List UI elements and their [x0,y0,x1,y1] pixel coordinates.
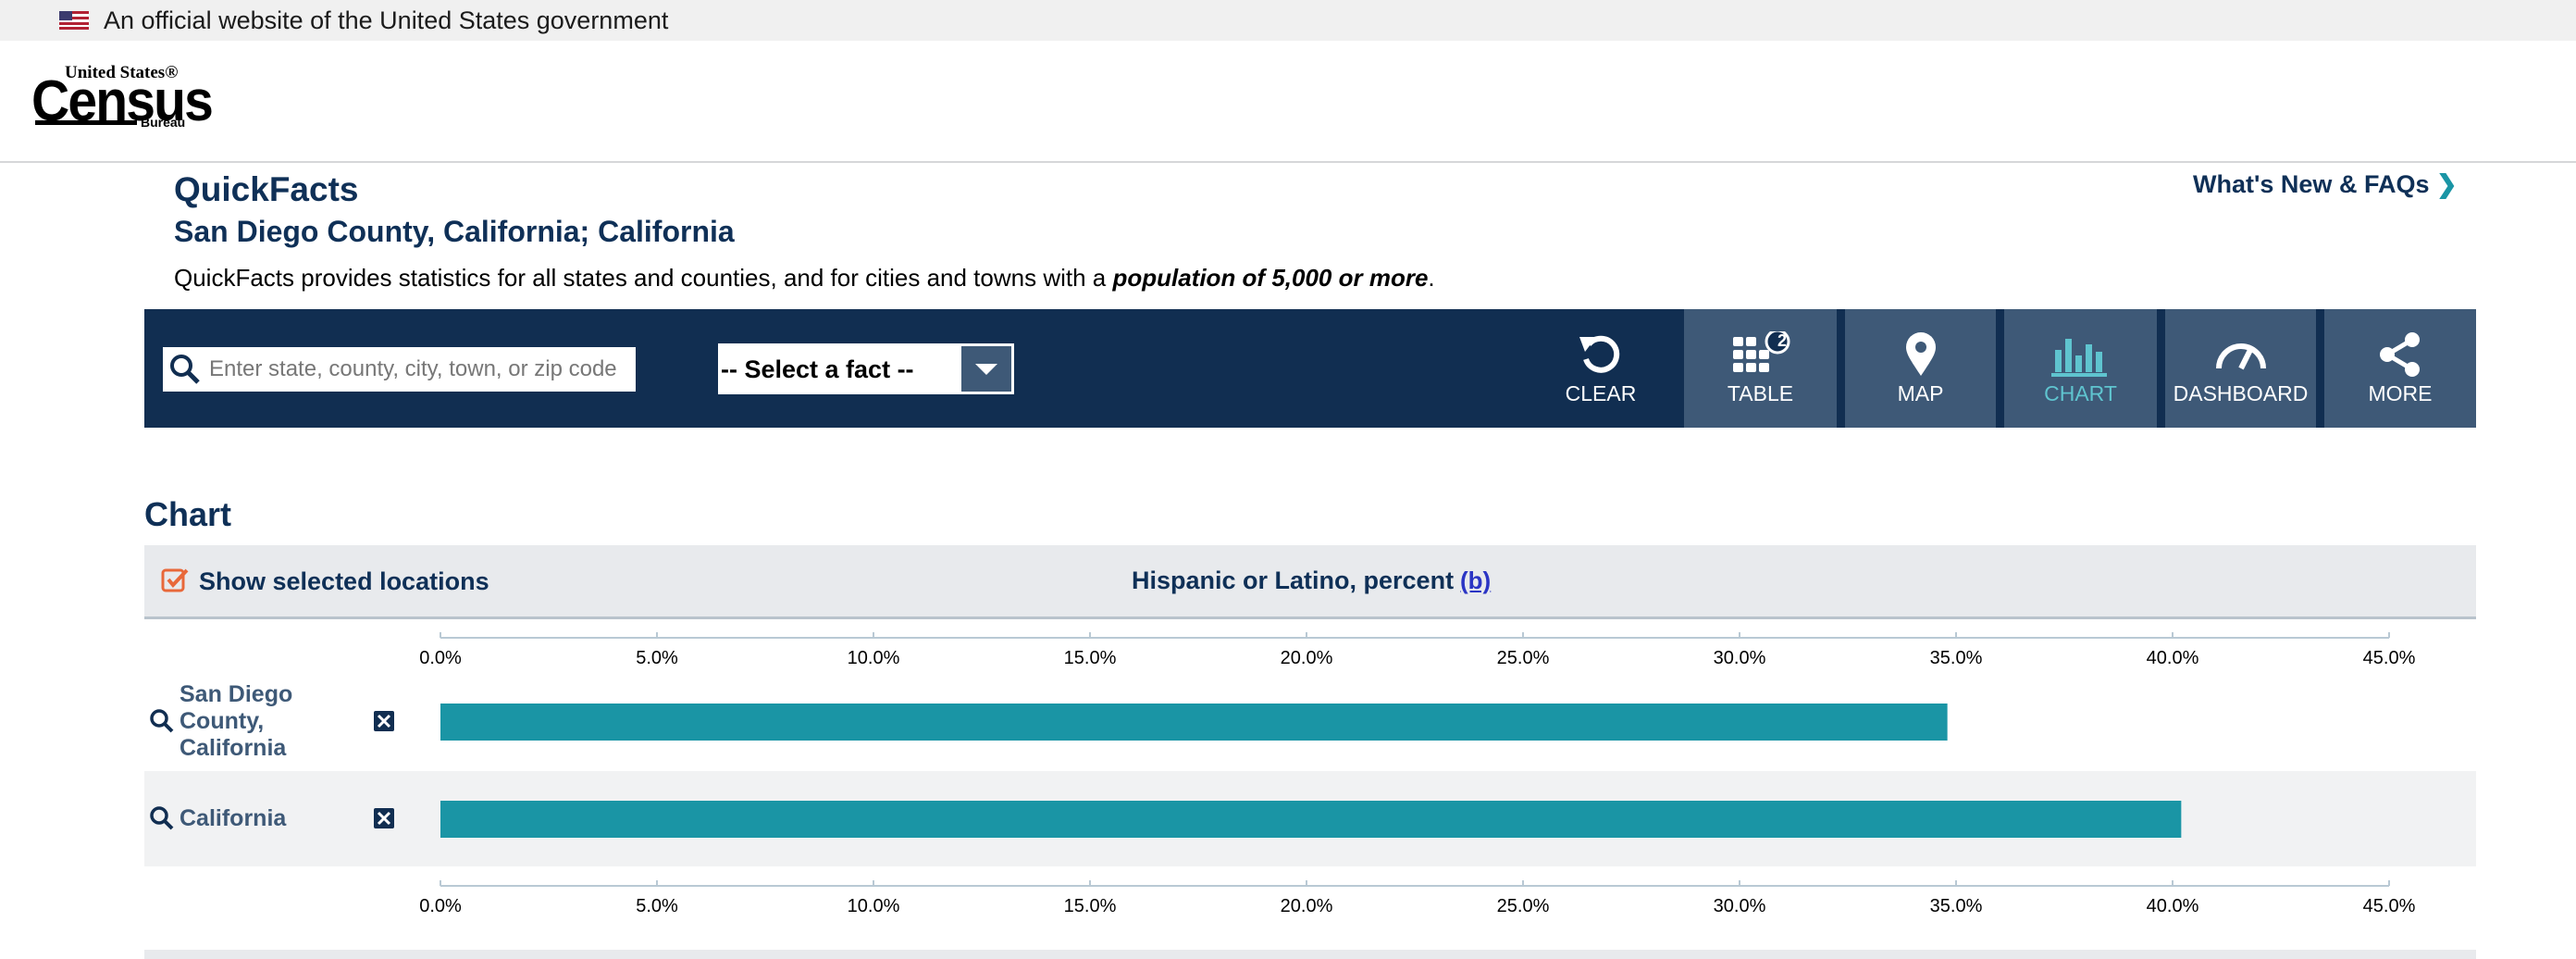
clear-icon [1579,335,1620,373]
x-tick-label: 30.0% [1714,648,1766,668]
description-bold: population of 5,000 or more [1112,264,1429,292]
chart-icon [2050,339,2107,377]
fact-select[interactable]: -- Select a fact -- [718,343,1014,394]
map-label: MAP [1897,381,1944,405]
x-tick-label: 35.0% [1930,896,1983,916]
zoom-icon [150,806,168,825]
description-text: QuickFacts provides statistics for all s… [174,264,1113,292]
search-placeholder: Enter state, county, city, town, or zip … [209,356,617,381]
zoom-icon [150,709,168,728]
x-tick-label: 45.0% [2363,896,2416,916]
remove-x [377,811,391,826]
logo-top: United States® [65,63,179,82]
x-tick-label: 0.0% [419,648,462,668]
zoom-handle [163,722,174,733]
search-icon [170,355,200,384]
table-icon [1732,331,1790,372]
map-icon [1905,332,1936,376]
dashboard-button[interactable]: DASHBOARD [2165,309,2316,428]
header-divider [0,161,2576,163]
logo-bottom: Bureau [141,115,186,130]
chart-header-bar [144,545,2476,619]
checkbox-icon[interactable] [161,567,191,594]
x-tick-label: 25.0% [1497,648,1550,668]
chart: 0.0% 5.0% 10.0% 15.0% 20.0% 25.0% 30.0% 35.0% 40… [150,632,2416,916]
table-label: TABLE [1727,381,1794,405]
x-tick-label: 5.0% [636,896,678,916]
logo-underline [35,120,137,125]
share-icon [2380,332,2420,377]
x-tick-label: 40.0% [2147,648,2199,668]
chart-label: CHART [2044,381,2117,405]
x-tick-label: 25.0% [1497,896,1550,916]
toggle-label[interactable]: Show selected locations [199,567,489,595]
x-tick-label: 0.0% [419,896,462,916]
zoom-handle [163,819,174,830]
x-tick-label: 20.0% [1281,648,1333,668]
select-text: -- Select a fact -- [721,355,914,383]
x-tick-label: 10.0% [848,648,900,668]
bar [440,704,1948,741]
x-tick-label: 35.0% [1930,648,1983,668]
more-label: MORE [2368,381,2433,405]
x-tick-label: 10.0% [848,896,900,916]
x-tick-label: 15.0% [1064,896,1117,916]
arrow-icon [975,364,997,375]
x-tick-label: 30.0% [1714,896,1766,916]
description-end: . [1428,264,1435,292]
gov-banner [0,0,2576,41]
row-label: San Diego County, California [180,680,293,761]
row-icons [150,806,394,830]
row-icons [150,709,394,733]
description: QuickFacts provides statistics for all s… [174,264,1435,293]
bar [440,801,2182,838]
gov-banner-text: An official website of the United States… [104,6,669,34]
page-title: QuickFacts [174,170,359,208]
x-tick-label: 15.0% [1064,648,1117,668]
map-button[interactable]: MAP [1845,309,1996,428]
remove-x [377,714,391,729]
fact-note[interactable]: (b) [1460,567,1492,594]
chart-button[interactable]: CHART [2004,309,2157,428]
whats-new-link[interactable]: What's New & FAQs ❯ [2193,170,2458,199]
x-tick-label: 20.0% [1281,896,1333,916]
table-button[interactable]: 2 TABLE [1684,309,1837,428]
x-tick-label: 5.0% [636,648,678,668]
more-button[interactable]: MORE [2324,309,2476,428]
whats-new-text[interactable]: What's New & FAQs [2193,170,2430,198]
page-subtitle: San Diego County, California; California [174,215,735,248]
x-tick-label: 40.0% [2147,896,2199,916]
section-heading: Chart [144,495,232,533]
search-box[interactable]: Enter state, county, city, town, or zip … [163,347,636,392]
chevron: ❯ [2435,170,2458,198]
clear-button[interactable]: CLEAR [1517,309,1684,428]
flag-icon [59,11,89,30]
dashboard-icon [2215,343,2266,370]
table-badge: 2 [1777,331,1788,350]
dashboard-label: DASHBOARD [2173,381,2309,405]
select-arrow [961,346,1011,392]
fact-label: Hispanic or Latino, percent [1132,567,1455,594]
row-label: California [180,804,287,831]
x-tick-label: 45.0% [2363,648,2416,668]
clear-label: CLEAR [1565,381,1637,405]
bottom-strip [144,950,2476,959]
